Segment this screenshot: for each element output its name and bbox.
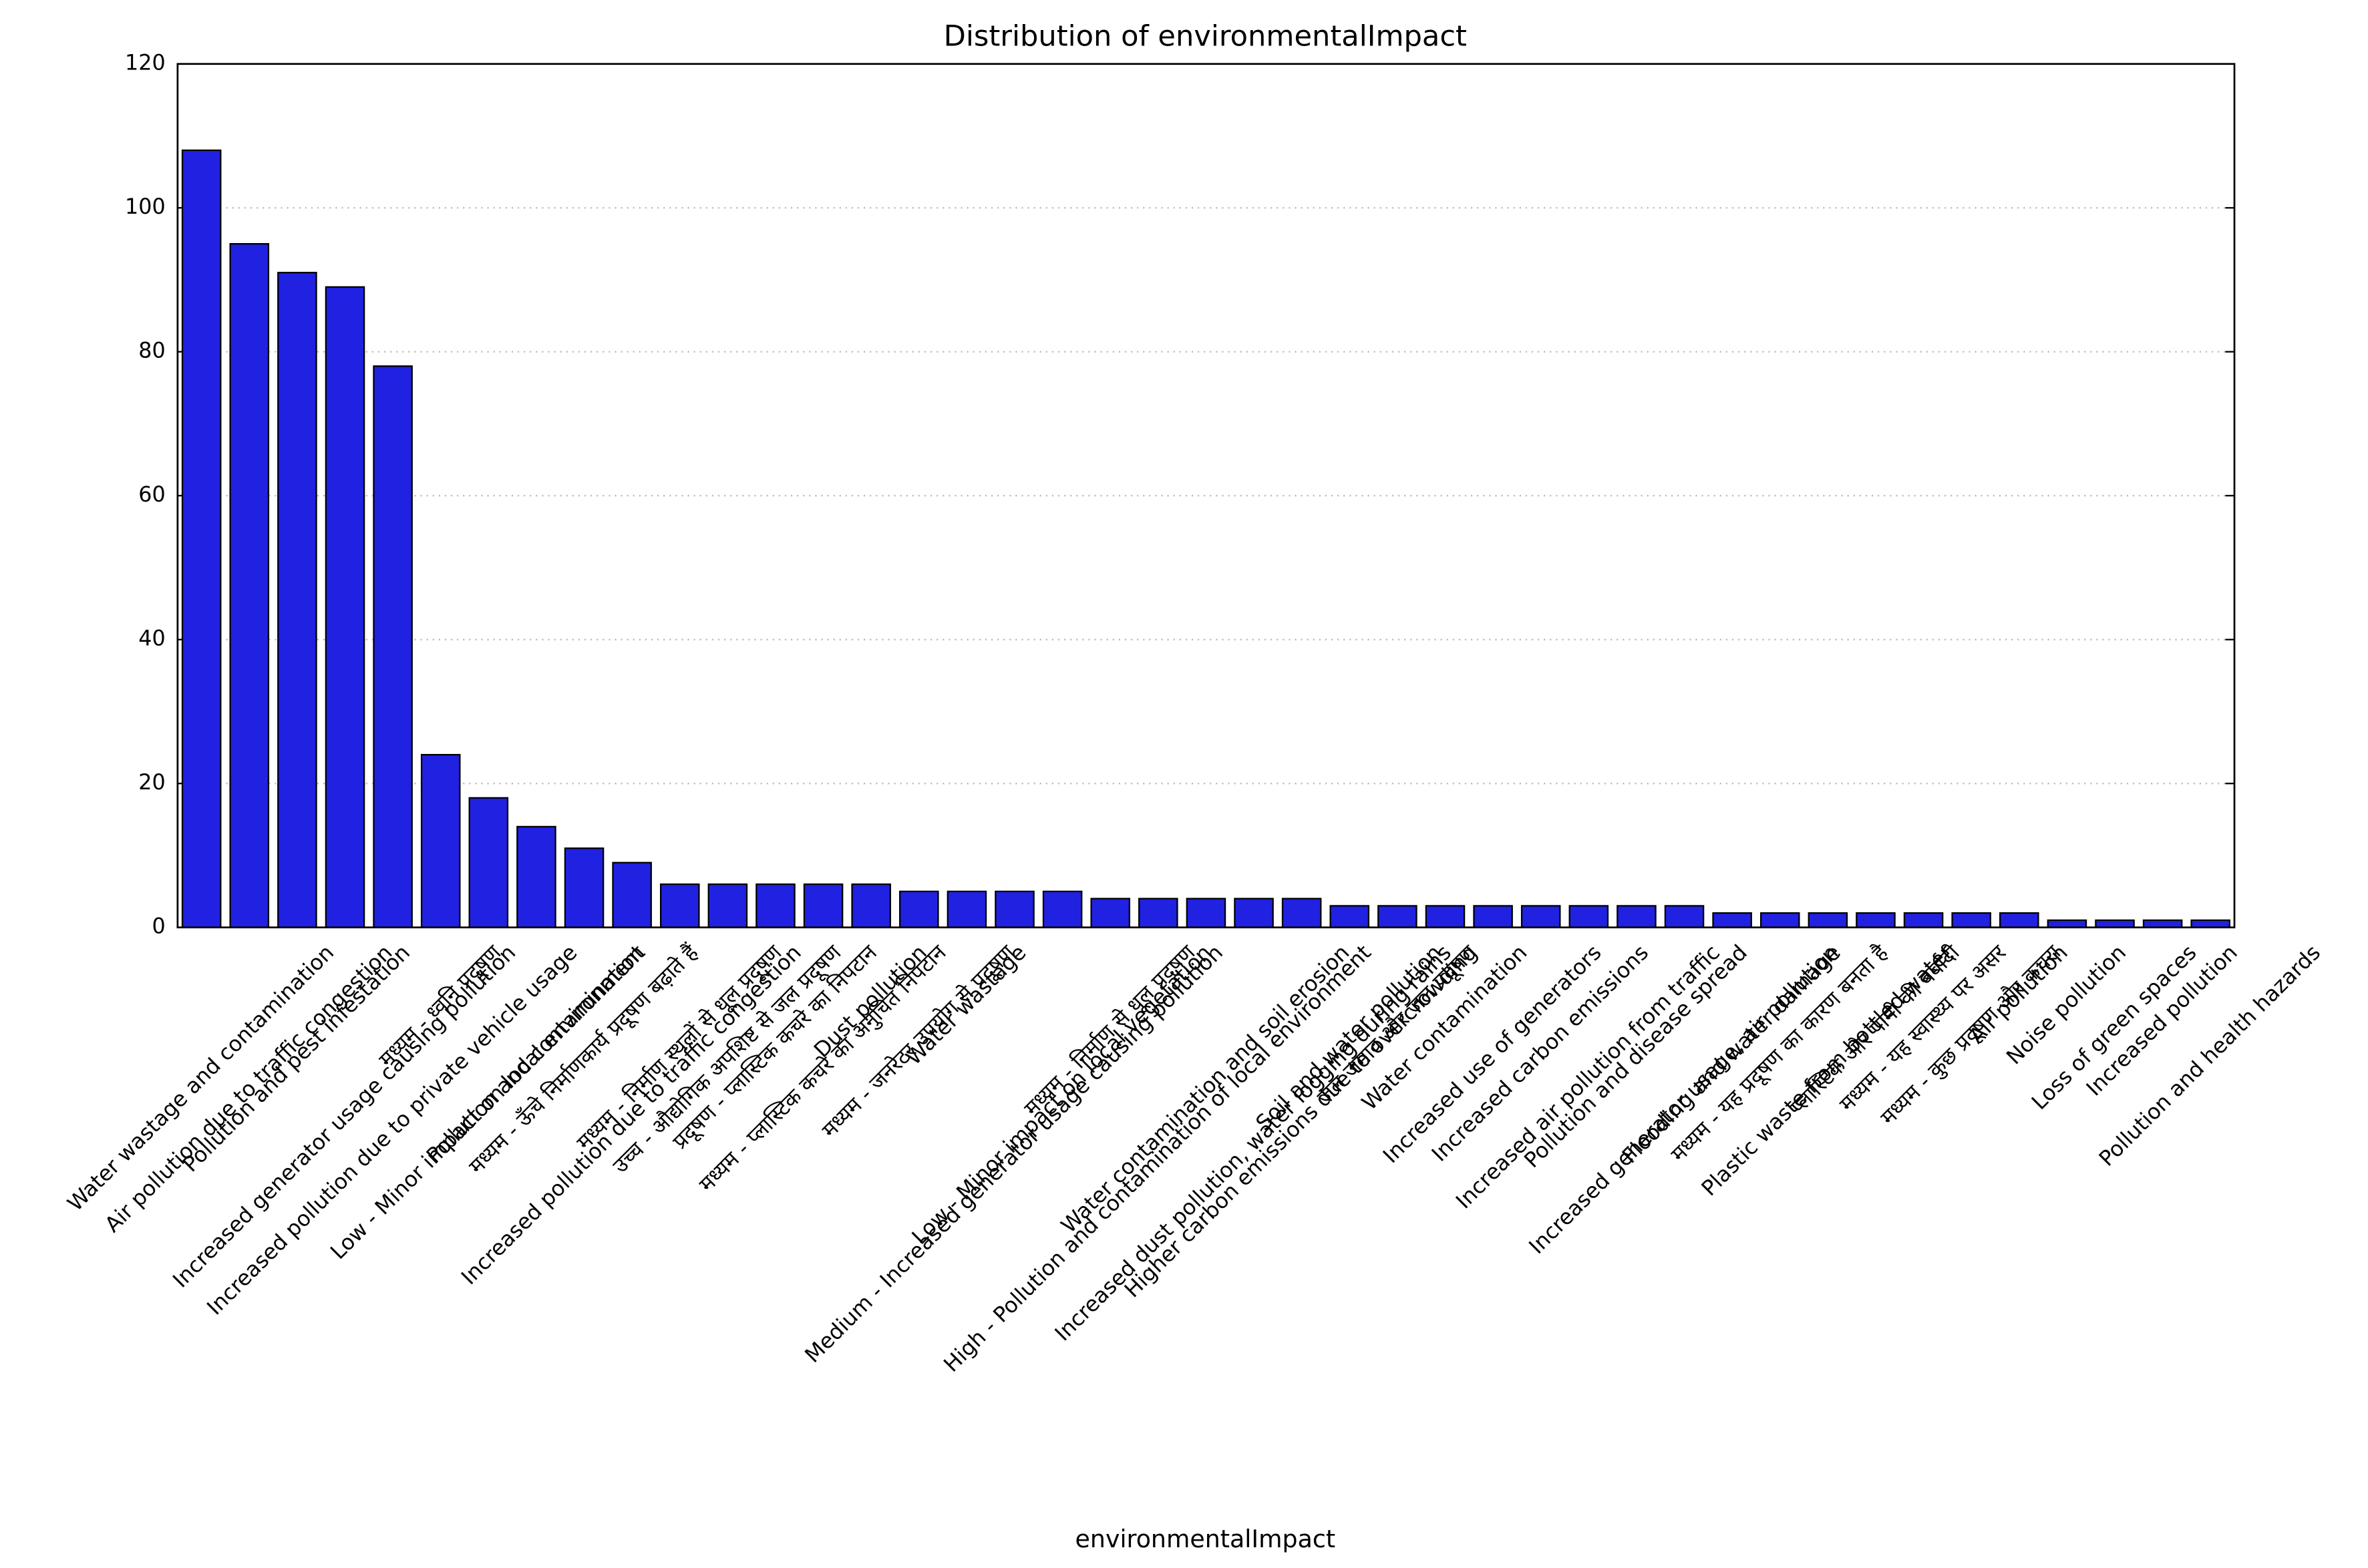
bar — [1042, 890, 1083, 928]
bar — [1568, 905, 1609, 928]
bar — [181, 149, 222, 928]
bar — [1856, 912, 1896, 928]
bar — [1234, 898, 1274, 928]
bar — [420, 754, 461, 928]
bar — [947, 890, 987, 928]
bar — [1138, 898, 1178, 928]
bar — [277, 272, 317, 928]
bar — [1329, 905, 1370, 928]
y-tick-label: 60 — [138, 481, 165, 507]
bar — [564, 847, 605, 928]
bar — [1425, 905, 1466, 928]
bar — [2047, 919, 2087, 928]
bar — [2095, 919, 2135, 928]
chart-title: Distribution of environmentalImpact — [944, 20, 1467, 53]
bar — [995, 890, 1035, 928]
bar — [2142, 919, 2183, 928]
bar — [1473, 905, 1513, 928]
bar — [1712, 912, 1752, 928]
bar — [612, 861, 652, 928]
x-tick-label: मध्यम - निर्माण से धूल प्रदूषण — [1019, 939, 1201, 1121]
bar — [1759, 912, 1800, 928]
bar — [516, 825, 556, 928]
bar — [899, 890, 939, 928]
y-tick-label: 80 — [138, 338, 165, 363]
bar — [468, 797, 509, 928]
bar — [1281, 898, 1322, 928]
x-axis-label: environmentalImpact — [1075, 1525, 1336, 1553]
bar — [707, 883, 748, 928]
bar — [803, 883, 844, 928]
y-tick-label: 20 — [138, 769, 165, 795]
bar — [1903, 912, 1944, 928]
bar — [1520, 905, 1561, 928]
bar — [1377, 905, 1417, 928]
bar — [229, 242, 270, 928]
y-tick-label: 40 — [138, 626, 165, 651]
bar — [373, 365, 413, 928]
bar — [1090, 898, 1131, 928]
bar — [1186, 898, 1226, 928]
bar — [1617, 905, 1657, 928]
bar — [1808, 912, 1848, 928]
bar — [1951, 912, 1991, 928]
y-tick-label: 100 — [125, 194, 166, 219]
y-tick-label: 0 — [152, 914, 165, 939]
bar — [755, 883, 796, 928]
bar — [1664, 905, 1705, 928]
bar — [851, 883, 891, 928]
y-tick-label: 120 — [125, 50, 166, 75]
bar — [659, 883, 700, 928]
bar — [1999, 912, 2039, 928]
bar — [325, 286, 365, 928]
plot-frame — [176, 63, 2236, 929]
bar — [2190, 919, 2231, 928]
x-tick-label: उच्च - औद्योगिक अपशिष्ट से जल प्रदूषण — [607, 939, 847, 1179]
